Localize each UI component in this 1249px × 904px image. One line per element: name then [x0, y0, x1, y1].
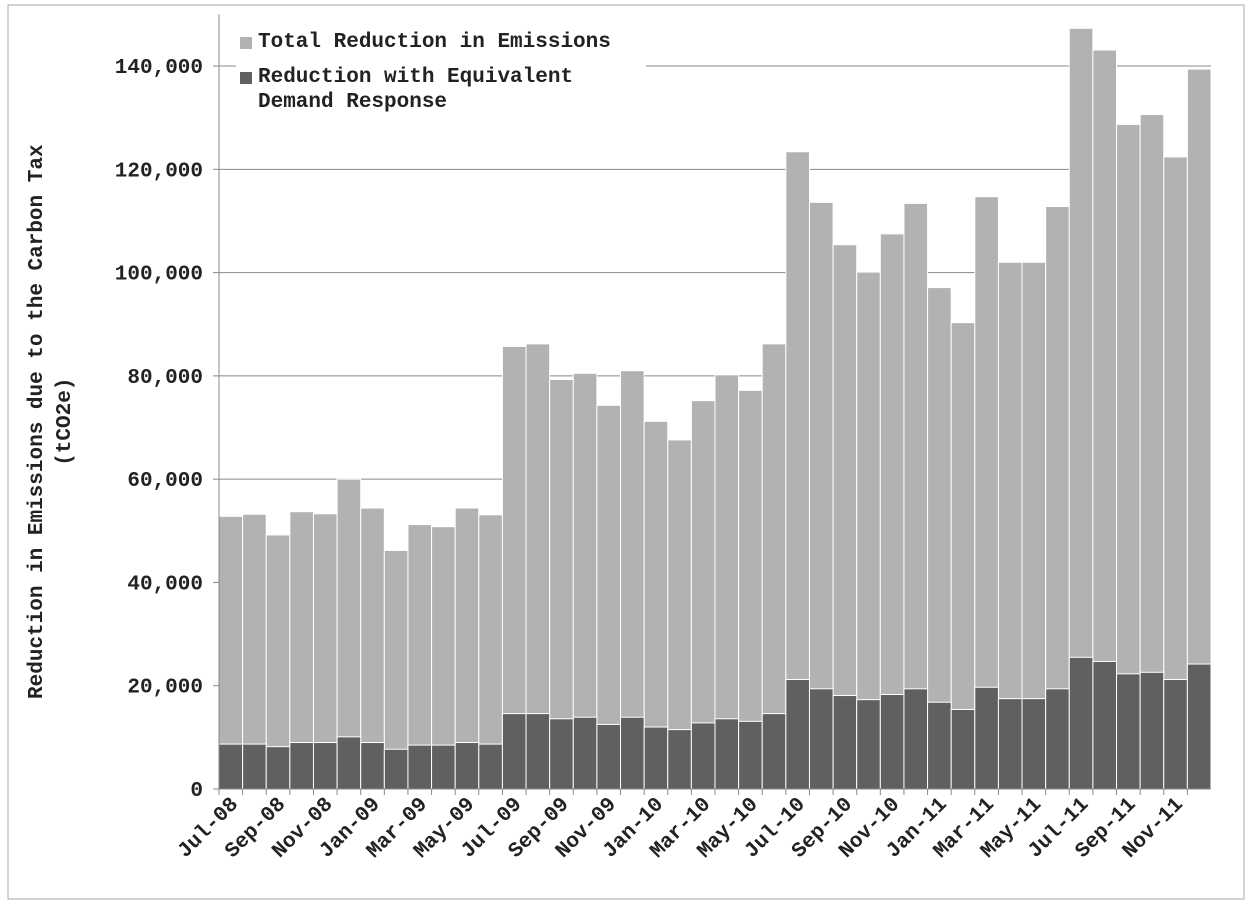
y-tick-label: 60,000 — [127, 470, 203, 493]
bar — [974, 686, 999, 790]
bar — [1092, 660, 1118, 790]
bar — [1021, 698, 1047, 790]
bar — [431, 744, 456, 790]
bar — [950, 708, 976, 790]
y-axis-label: (tCO2e) — [54, 378, 77, 466]
bar — [1068, 656, 1094, 790]
bar — [761, 713, 787, 790]
bar — [312, 742, 338, 790]
y-tick-label: 120,000 — [115, 160, 203, 183]
bar — [690, 722, 716, 790]
bar — [667, 729, 692, 790]
bar — [1045, 688, 1070, 790]
y-axis-label: Reduction in Emissions due to the Carbon… — [26, 144, 49, 699]
legend-swatch — [240, 37, 252, 49]
y-tick-label: 40,000 — [127, 573, 203, 596]
bar — [738, 720, 763, 790]
legend-swatch — [240, 72, 252, 84]
bar — [218, 743, 244, 790]
bar — [643, 726, 669, 790]
bar — [454, 742, 480, 790]
bar — [1116, 673, 1141, 790]
y-tick-label: 20,000 — [127, 677, 203, 700]
bar — [407, 744, 433, 790]
bar — [1139, 671, 1165, 790]
bar — [856, 699, 881, 790]
bar — [714, 718, 740, 790]
legend-entry: Reduction with Equivalent Demand Respons… — [240, 65, 640, 115]
bar — [360, 742, 385, 790]
bar — [289, 742, 314, 790]
bar — [549, 718, 574, 790]
bar — [1186, 663, 1212, 790]
legend-label: Reduction with Equivalent Demand Respons… — [258, 66, 574, 114]
bar — [785, 679, 810, 790]
bar — [1163, 679, 1188, 790]
bar — [997, 698, 1023, 790]
bar — [808, 688, 834, 790]
bar — [572, 716, 598, 790]
y-tick-label: 80,000 — [127, 367, 203, 390]
bar — [927, 701, 952, 790]
legend-label: Total Reduction in Emissions — [258, 31, 611, 54]
bar — [336, 736, 362, 790]
bar — [620, 716, 645, 790]
bar — [879, 693, 905, 790]
legend: Total Reduction in Emissions Reduction wi… — [236, 28, 646, 131]
legend-entry: Total Reduction in Emissions — [240, 30, 640, 55]
y-tick-label: 100,000 — [115, 264, 203, 287]
bar — [478, 743, 503, 790]
bar — [242, 743, 267, 790]
bar — [501, 713, 527, 790]
y-tick-label: 140,000 — [115, 57, 203, 80]
bar — [265, 746, 291, 790]
bar — [383, 748, 409, 790]
bar — [832, 695, 858, 790]
bar — [596, 723, 622, 790]
y-tick-label: 0 — [190, 780, 203, 803]
bar — [903, 688, 929, 790]
bar — [525, 713, 551, 790]
